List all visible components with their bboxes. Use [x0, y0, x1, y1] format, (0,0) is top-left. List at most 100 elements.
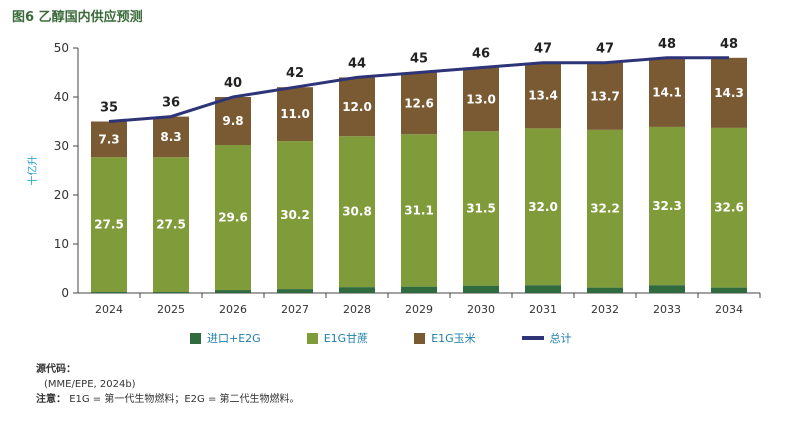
legend-swatch-corn — [414, 332, 426, 344]
bar-segment — [153, 116, 189, 158]
bar-value-label: 13.0 — [466, 92, 496, 106]
bar-segment — [401, 286, 437, 293]
bar-segment — [711, 127, 747, 288]
bar-segment — [91, 121, 127, 158]
bar-segment — [587, 129, 623, 288]
bar-segment — [401, 134, 437, 287]
bar-value-label: 31.5 — [466, 201, 496, 215]
x-tick-label: 2027 — [281, 303, 309, 316]
bar-segment — [91, 292, 127, 293]
legend-item-total: 总计 — [521, 330, 572, 346]
bar-segment — [711, 287, 747, 293]
bar-segment — [277, 289, 313, 293]
x-tick-label: 2034 — [715, 303, 743, 316]
bar-value-label: 30.8 — [342, 205, 372, 219]
bar-value-label: 11.0 — [280, 107, 310, 121]
total-line — [108, 56, 729, 123]
bar-segment — [711, 57, 747, 128]
bar-value-label: 32.2 — [590, 202, 620, 216]
bar-segment — [153, 292, 189, 293]
y-tick-label: 10 — [54, 237, 69, 251]
bar-segment — [215, 97, 251, 146]
note-line: 注意： E1G = 第一代生物燃料；E2G = 第二代生物燃料。 — [36, 392, 300, 407]
y-tick-label: 50 — [54, 41, 69, 55]
bar-value-label: 32.6 — [714, 201, 744, 215]
bar-segment — [339, 287, 375, 293]
legend-label-total: 总计 — [549, 332, 572, 345]
bar-segment — [649, 126, 685, 286]
bar-segment — [339, 77, 375, 137]
total-value-label: 42 — [286, 66, 304, 81]
x-tick-label: 2029 — [405, 303, 433, 316]
bar-value-label: 13.7 — [590, 89, 620, 103]
x-tick-label: 2033 — [653, 303, 681, 316]
bar-segment — [463, 285, 499, 293]
y-tick-label: 20 — [54, 188, 69, 202]
chart-title: 图6 乙醇国内供应预测 — [12, 10, 143, 25]
total-value-label: 36 — [162, 96, 180, 111]
bar-value-label: 8.3 — [160, 130, 181, 144]
total-value-label: 47 — [596, 42, 614, 57]
bar-segment — [277, 141, 313, 290]
legend-label-corn: E1G玉米 — [431, 332, 476, 345]
bar-segment — [277, 87, 313, 142]
bar-segment — [401, 72, 437, 135]
bar-segment — [463, 67, 499, 132]
bar-segment — [463, 131, 499, 286]
legend-swatch-sugarcane — [306, 332, 318, 344]
x-tick-label: 2031 — [529, 303, 557, 316]
total-value-label: 44 — [348, 56, 366, 71]
y-tick-label: 30 — [54, 139, 69, 153]
bar-value-label: 29.6 — [218, 211, 248, 225]
note-label: 注意： — [36, 394, 66, 405]
total-value-label: 40 — [224, 76, 242, 91]
x-tick-label: 2024 — [95, 303, 123, 316]
total-value-label: 46 — [472, 47, 490, 62]
y-tick-label: 40 — [54, 90, 69, 104]
legend-swatch-import — [190, 332, 201, 344]
bar-value-label: 32.3 — [652, 199, 682, 213]
bar-value-label: 30.2 — [280, 208, 310, 222]
bar-segment — [525, 128, 561, 286]
total-value-label: 35 — [100, 101, 118, 116]
total-value-label: 48 — [720, 37, 738, 52]
bar-value-label: 14.1 — [652, 85, 682, 99]
x-tick-label: 2026 — [219, 303, 247, 316]
bar-segment — [153, 157, 189, 293]
x-tick-label: 2028 — [343, 303, 371, 316]
bar-segment — [587, 62, 623, 130]
bar-segment — [649, 285, 685, 293]
bar-segment — [91, 157, 127, 293]
bar-segment — [339, 136, 375, 288]
bar-value-label: 12.0 — [342, 100, 372, 114]
x-tick-label: 2030 — [467, 303, 495, 316]
legend-item-corn: E1G玉米 — [414, 330, 476, 346]
legend-item-import: 进口+E2G — [190, 330, 261, 346]
source-text: (MME/EPE, 2024b) — [44, 379, 136, 390]
legend: 进口+E2G E1G甘蔗 E1G玉米 总计 — [190, 330, 572, 346]
legend-label-sugarcane: E1G甘蔗 — [323, 332, 369, 345]
bar-segment — [525, 285, 561, 293]
bar-segment — [587, 287, 623, 293]
total-value-label: 48 — [658, 37, 676, 52]
bar-value-label: 31.1 — [404, 203, 434, 217]
bar-value-label: 14.3 — [714, 86, 744, 100]
bar-segment — [215, 290, 251, 293]
legend-label-import: 进口+E2G — [207, 332, 261, 345]
y-axis-label: 十亿升 — [26, 156, 39, 186]
x-tick-label: 2025 — [157, 303, 185, 316]
bar-segment — [215, 145, 251, 291]
bar-segment — [525, 62, 561, 129]
bar-value-label: 12.6 — [404, 96, 434, 110]
legend-swatch-total — [521, 336, 544, 340]
bar-value-label: 7.3 — [98, 132, 119, 146]
source-label: 源代码： — [36, 364, 76, 375]
y-tick-label: 0 — [61, 286, 69, 300]
source-block: 源代码： (MME/EPE, 2024b) 注意： E1G = 第一代生物燃料；… — [36, 362, 300, 407]
total-value-label: 45 — [410, 52, 428, 67]
bar-value-label: 27.5 — [156, 218, 186, 232]
bar-value-label: 32.0 — [528, 200, 558, 214]
bar-value-label: 9.8 — [222, 114, 243, 128]
total-value-label: 47 — [534, 42, 552, 57]
